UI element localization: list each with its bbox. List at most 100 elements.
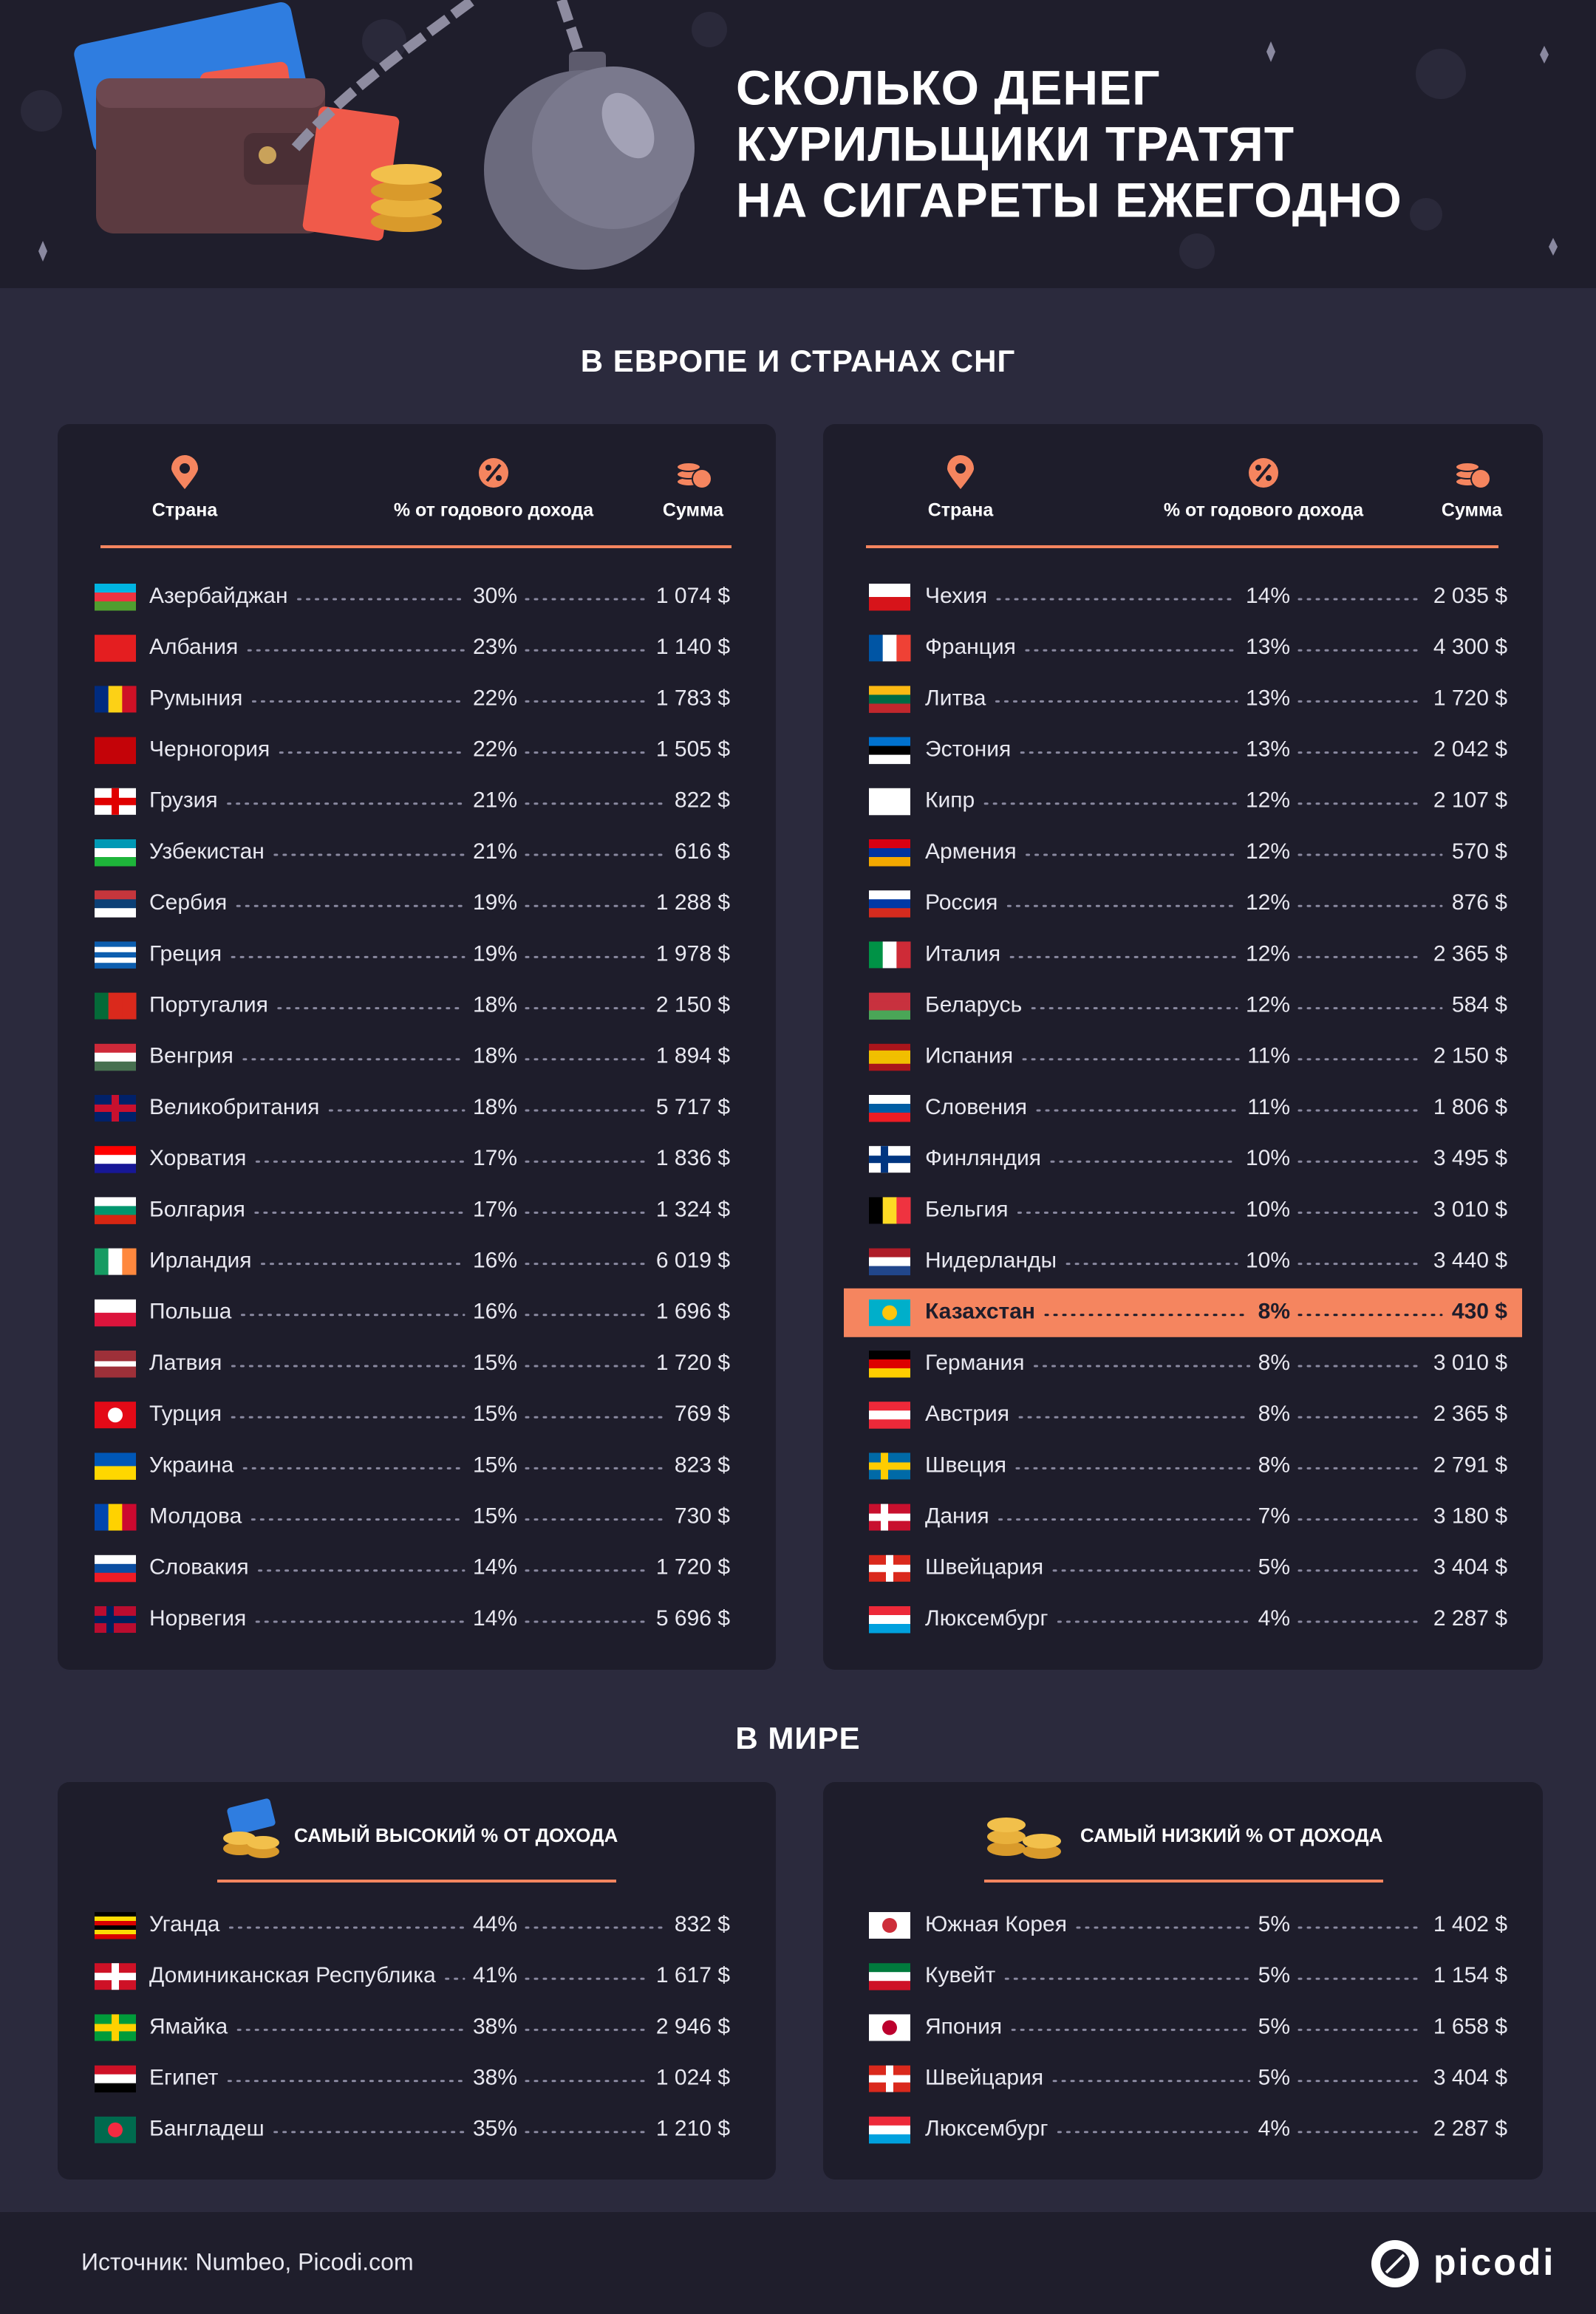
flag-stripe [869, 1001, 910, 1011]
percent: 14% [473, 1606, 517, 1631]
amount: 1 720 $ [656, 1555, 730, 1580]
flag-stripe [869, 754, 910, 765]
coin-front [1470, 468, 1491, 489]
flag [95, 839, 136, 867]
country: Казахстан [925, 1300, 1035, 1324]
flag-stripe [95, 593, 136, 602]
flag-stripe [869, 1113, 910, 1122]
flag [869, 2116, 910, 2144]
flag-stripe [95, 1554, 136, 1565]
flag-stripe [869, 908, 910, 918]
flag [869, 1248, 910, 1276]
flag-disc [882, 1918, 897, 1933]
pin-hole [955, 463, 966, 474]
amount: 3 404 $ [1433, 1555, 1507, 1580]
flag [95, 1963, 136, 1990]
amount: 5 696 $ [656, 1606, 730, 1631]
percent: 13% [1246, 635, 1290, 659]
flag-stripe [95, 992, 109, 1020]
flag-stripe [95, 857, 136, 867]
country: Беларусь [925, 993, 1022, 1017]
percent: 15% [473, 1453, 517, 1477]
flag-stripe [869, 1248, 910, 1258]
flag-cross [886, 1554, 893, 1582]
flag-stripe [95, 1572, 136, 1583]
percent: 5% [1258, 1912, 1290, 1936]
percent: 17% [473, 1146, 517, 1170]
percent: 12% [1246, 788, 1290, 813]
flag-cross [869, 1513, 910, 1521]
flag [869, 1299, 910, 1326]
flag-stripe [95, 1351, 136, 1356]
amount: 1 658 $ [1433, 2014, 1507, 2038]
amount: 3 404 $ [1433, 2066, 1507, 2090]
country: Дания [925, 1504, 989, 1529]
amount: 1 140 $ [656, 635, 730, 659]
flag [869, 1043, 910, 1071]
amount: 3 440 $ [1433, 1249, 1507, 1273]
flag-stripe [95, 899, 136, 909]
percent: 13% [1246, 686, 1290, 710]
flag-stripe [869, 1624, 910, 1634]
flag-cross [112, 1095, 119, 1122]
flag-disc [108, 1407, 123, 1423]
amount: 616 $ [675, 839, 730, 864]
badge-slash [485, 463, 502, 482]
flag-stripe [869, 1359, 910, 1369]
country: Австрия [925, 1402, 1009, 1426]
amount: 1 696 $ [656, 1300, 730, 1324]
flag-stripe [869, 694, 910, 704]
panel [58, 424, 776, 1670]
amount: 4 300 $ [1433, 635, 1507, 659]
percent: 11% [1247, 1044, 1290, 1068]
percent: 14% [473, 1555, 517, 1580]
title-line: КУРИЛЬЩИКИ ТРАТЯТ [736, 116, 1295, 171]
highlight-row [844, 1288, 1522, 1337]
column-header: % от годового дохода [1164, 500, 1364, 521]
percent: 38% [473, 2014, 517, 2038]
percent: 4% [1258, 1606, 1290, 1631]
flag-stripe [95, 584, 136, 593]
country: Португалия [149, 993, 268, 1017]
flag [95, 1248, 137, 1275]
percent-icon [479, 458, 508, 488]
flag-cross [881, 1146, 888, 1173]
amount: 570 $ [1452, 839, 1507, 864]
flag-stripe [95, 601, 136, 611]
flag [95, 1606, 136, 1633]
flag [95, 2014, 136, 2041]
flag [95, 1299, 136, 1327]
flag-stripe [869, 1197, 884, 1224]
flag [869, 1606, 910, 1634]
flag-stripe [122, 1504, 137, 1531]
flag [95, 1043, 136, 1071]
percent: 38% [473, 2066, 517, 2090]
flag [95, 737, 136, 765]
flag-stripe [95, 635, 136, 662]
percent: 10% [1246, 1146, 1290, 1170]
amount: 1 617 $ [656, 1963, 730, 1987]
percent: 8% [1258, 1300, 1290, 1324]
percent: 18% [473, 1044, 517, 1068]
flag-stripe [869, 703, 910, 713]
flag-cross [869, 1156, 910, 1164]
flag-stripe [869, 1368, 910, 1378]
country: Финляндия [925, 1146, 1041, 1170]
flag-stripe [108, 1504, 123, 1531]
percent: 21% [473, 788, 517, 813]
amount: 2 035 $ [1433, 584, 1507, 608]
country: Франция [925, 635, 1016, 659]
country: Германия [925, 1351, 1025, 1375]
flag-stripe [95, 941, 136, 948]
country: Швейцария [925, 1555, 1043, 1580]
percent: 15% [473, 1351, 517, 1375]
amount: 1 720 $ [656, 1351, 730, 1375]
section-heading: В МИРЕ [735, 1721, 860, 1755]
flag [869, 584, 910, 611]
percent: 13% [1246, 737, 1290, 762]
amount: 1 836 $ [656, 1146, 730, 1170]
country: Венгрия [149, 1044, 233, 1068]
flag [869, 2014, 910, 2041]
flag-stripe [122, 992, 137, 1020]
country: Ямайка [149, 2014, 228, 2038]
